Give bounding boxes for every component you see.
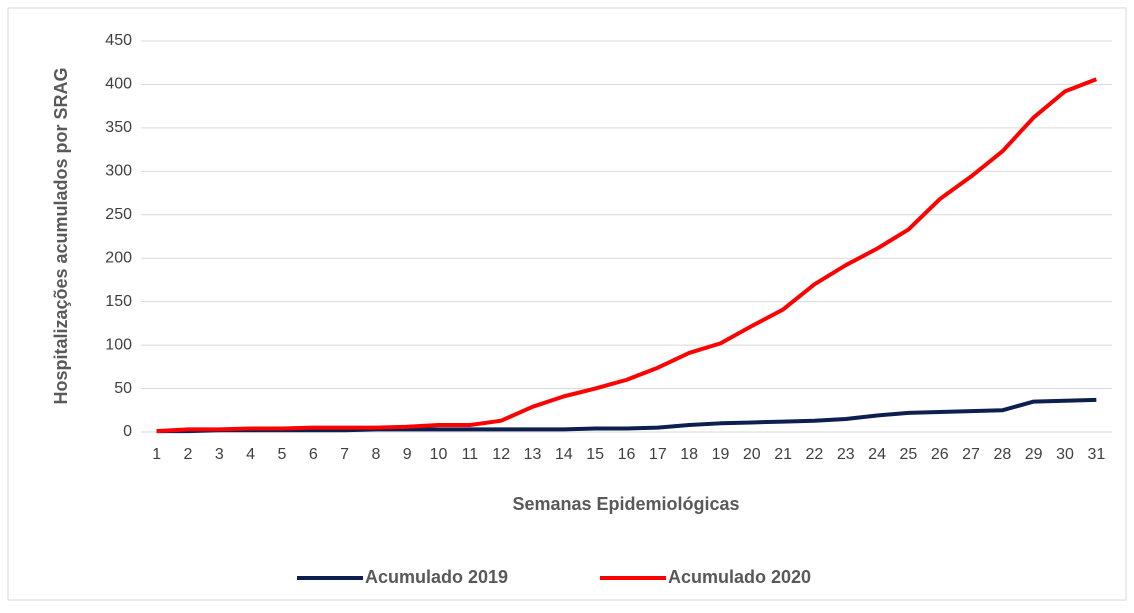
series-line	[156, 397, 1097, 434]
chart-frame	[7, 7, 1127, 601]
x-tick-label: 21	[774, 446, 792, 463]
x-tick-label: 1	[152, 446, 161, 463]
x-tick-label: 24	[868, 446, 886, 463]
x-tick-label: 4	[246, 446, 255, 463]
x-tick-label: 26	[931, 446, 949, 463]
y-tick-label: 100	[105, 336, 132, 353]
y-tick-label: 450	[105, 32, 132, 49]
x-tick-label: 22	[806, 446, 824, 463]
x-tick-label: 28	[993, 446, 1011, 463]
x-tick-label: 18	[680, 446, 698, 463]
x-tick-label: 27	[962, 446, 980, 463]
x-tick-label: 9	[403, 446, 412, 463]
legend-label: Acumulado 2020	[668, 567, 811, 587]
x-tick-label: 10	[430, 446, 448, 463]
y-tick-label: 50	[114, 380, 132, 397]
x-tick-label: 3	[215, 446, 224, 463]
x-tick-label: 23	[837, 446, 855, 463]
series-line	[156, 77, 1098, 434]
x-tick-label: 7	[340, 446, 349, 463]
x-tick-label: 5	[277, 446, 286, 463]
x-tick-label: 15	[586, 446, 604, 463]
x-tick-label: 30	[1056, 446, 1074, 463]
y-tick-label: 150	[105, 293, 132, 310]
y-tick-label: 0	[123, 423, 132, 440]
x-tick-label: 20	[743, 446, 761, 463]
y-tick-label: 350	[105, 119, 132, 136]
x-tick-label: 19	[712, 446, 730, 463]
y-tick-label: 400	[105, 76, 132, 93]
x-tick-label: 6	[309, 446, 318, 463]
x-tick-label: 29	[1025, 446, 1043, 463]
x-tick-label: 14	[555, 446, 573, 463]
x-tick-label: 12	[492, 446, 510, 463]
x-axis-label: Semanas Epidemiológicas	[512, 494, 739, 514]
y-tick-label: 250	[105, 206, 132, 223]
x-tick-label: 17	[649, 446, 667, 463]
y-tick-label: 200	[105, 249, 132, 266]
x-tick-label: 2	[184, 446, 193, 463]
x-tick-label: 16	[618, 446, 636, 463]
x-tick-label: 25	[900, 446, 918, 463]
x-tick-label: 31	[1087, 446, 1105, 463]
x-tick-label: 11	[462, 446, 479, 463]
x-tick-label: 8	[371, 446, 380, 463]
legend-label: Acumulado 2019	[365, 567, 508, 587]
y-tick-label: 300	[105, 163, 132, 180]
y-axis-label: Hospitalizações acumulados por SRAG	[51, 67, 71, 404]
x-tick-label: 13	[524, 446, 542, 463]
